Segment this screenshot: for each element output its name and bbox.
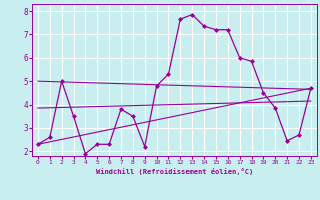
X-axis label: Windchill (Refroidissement éolien,°C): Windchill (Refroidissement éolien,°C) (96, 168, 253, 175)
